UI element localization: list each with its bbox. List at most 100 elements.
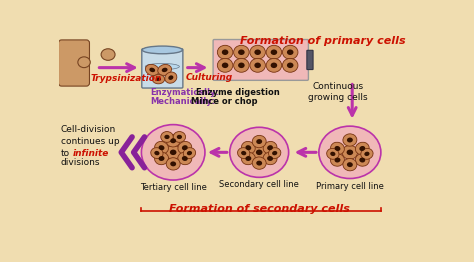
Ellipse shape	[155, 151, 160, 155]
Ellipse shape	[327, 149, 339, 159]
Ellipse shape	[165, 145, 181, 159]
Ellipse shape	[241, 151, 246, 155]
Text: Culturing: Culturing	[186, 73, 233, 82]
Ellipse shape	[101, 49, 115, 60]
Text: Tertiary cell line: Tertiary cell line	[140, 183, 207, 192]
Ellipse shape	[141, 125, 205, 180]
Ellipse shape	[342, 145, 357, 159]
Ellipse shape	[168, 75, 173, 80]
Ellipse shape	[173, 132, 186, 142]
Ellipse shape	[155, 141, 168, 154]
Text: Enzymatically:: Enzymatically:	[151, 88, 219, 97]
Ellipse shape	[151, 148, 163, 159]
Text: Continuous
growing cells: Continuous growing cells	[309, 82, 368, 102]
Ellipse shape	[330, 142, 345, 155]
Ellipse shape	[237, 148, 250, 159]
Text: Cell-division
continues up
to: Cell-division continues up to	[61, 125, 119, 158]
Ellipse shape	[250, 58, 265, 72]
Ellipse shape	[156, 77, 161, 81]
Ellipse shape	[218, 58, 233, 72]
FancyBboxPatch shape	[142, 49, 183, 88]
Ellipse shape	[343, 159, 357, 171]
FancyBboxPatch shape	[58, 40, 90, 86]
Ellipse shape	[222, 50, 228, 55]
Ellipse shape	[356, 142, 369, 155]
Text: Primary cell line: Primary cell line	[316, 182, 384, 190]
Ellipse shape	[161, 132, 173, 142]
Ellipse shape	[271, 50, 277, 55]
Ellipse shape	[178, 141, 191, 154]
Ellipse shape	[218, 45, 233, 59]
Ellipse shape	[170, 161, 176, 166]
Text: Mechanically:: Mechanically:	[151, 97, 216, 106]
Ellipse shape	[241, 141, 255, 154]
Text: Formation of primary cells: Formation of primary cells	[240, 36, 406, 46]
Ellipse shape	[287, 63, 293, 68]
Ellipse shape	[335, 146, 340, 151]
Ellipse shape	[164, 135, 170, 139]
Ellipse shape	[152, 75, 164, 84]
Ellipse shape	[359, 157, 365, 162]
Ellipse shape	[330, 154, 345, 166]
Ellipse shape	[159, 156, 164, 161]
Ellipse shape	[241, 152, 255, 165]
Ellipse shape	[178, 152, 192, 165]
Ellipse shape	[170, 150, 176, 155]
Ellipse shape	[263, 152, 277, 165]
Ellipse shape	[246, 156, 251, 161]
Ellipse shape	[252, 135, 266, 148]
Ellipse shape	[159, 145, 164, 150]
Ellipse shape	[251, 145, 267, 159]
Ellipse shape	[330, 152, 336, 156]
Ellipse shape	[256, 139, 262, 144]
Ellipse shape	[162, 68, 168, 72]
Ellipse shape	[347, 138, 353, 143]
Ellipse shape	[361, 149, 373, 159]
Ellipse shape	[145, 63, 179, 70]
Ellipse shape	[238, 63, 245, 68]
Ellipse shape	[170, 138, 176, 143]
Ellipse shape	[346, 150, 353, 155]
Ellipse shape	[250, 45, 265, 59]
Ellipse shape	[234, 45, 249, 59]
Text: Trypsinization: Trypsinization	[90, 74, 162, 83]
Ellipse shape	[263, 141, 277, 154]
Ellipse shape	[335, 157, 340, 162]
Ellipse shape	[287, 50, 293, 55]
Ellipse shape	[365, 152, 370, 156]
Ellipse shape	[182, 156, 188, 161]
Ellipse shape	[283, 45, 298, 59]
Ellipse shape	[158, 64, 172, 75]
Ellipse shape	[252, 157, 266, 169]
Ellipse shape	[165, 72, 177, 83]
Text: F: F	[89, 73, 90, 74]
Text: infinite: infinite	[73, 149, 109, 158]
Ellipse shape	[356, 154, 369, 166]
Ellipse shape	[267, 145, 273, 150]
Ellipse shape	[256, 150, 263, 155]
Ellipse shape	[183, 148, 196, 159]
Text: Secondary cell line: Secondary cell line	[219, 180, 299, 189]
FancyBboxPatch shape	[213, 40, 309, 80]
Text: divisions: divisions	[61, 158, 100, 167]
Ellipse shape	[78, 57, 90, 68]
Ellipse shape	[272, 151, 277, 155]
Ellipse shape	[347, 162, 353, 167]
Ellipse shape	[222, 63, 228, 68]
Ellipse shape	[166, 158, 180, 170]
Ellipse shape	[266, 58, 282, 72]
Ellipse shape	[267, 156, 273, 161]
Ellipse shape	[271, 63, 277, 68]
Ellipse shape	[255, 63, 261, 68]
Ellipse shape	[343, 134, 357, 146]
Ellipse shape	[283, 58, 298, 72]
Ellipse shape	[230, 127, 289, 177]
Text: Enzyme digestion: Enzyme digestion	[196, 88, 279, 97]
Ellipse shape	[359, 146, 365, 151]
Ellipse shape	[238, 50, 245, 55]
Ellipse shape	[319, 126, 381, 178]
Text: Formation of secondary cells: Formation of secondary cells	[169, 204, 350, 214]
Ellipse shape	[269, 148, 281, 159]
Ellipse shape	[155, 152, 168, 165]
Ellipse shape	[146, 64, 159, 75]
